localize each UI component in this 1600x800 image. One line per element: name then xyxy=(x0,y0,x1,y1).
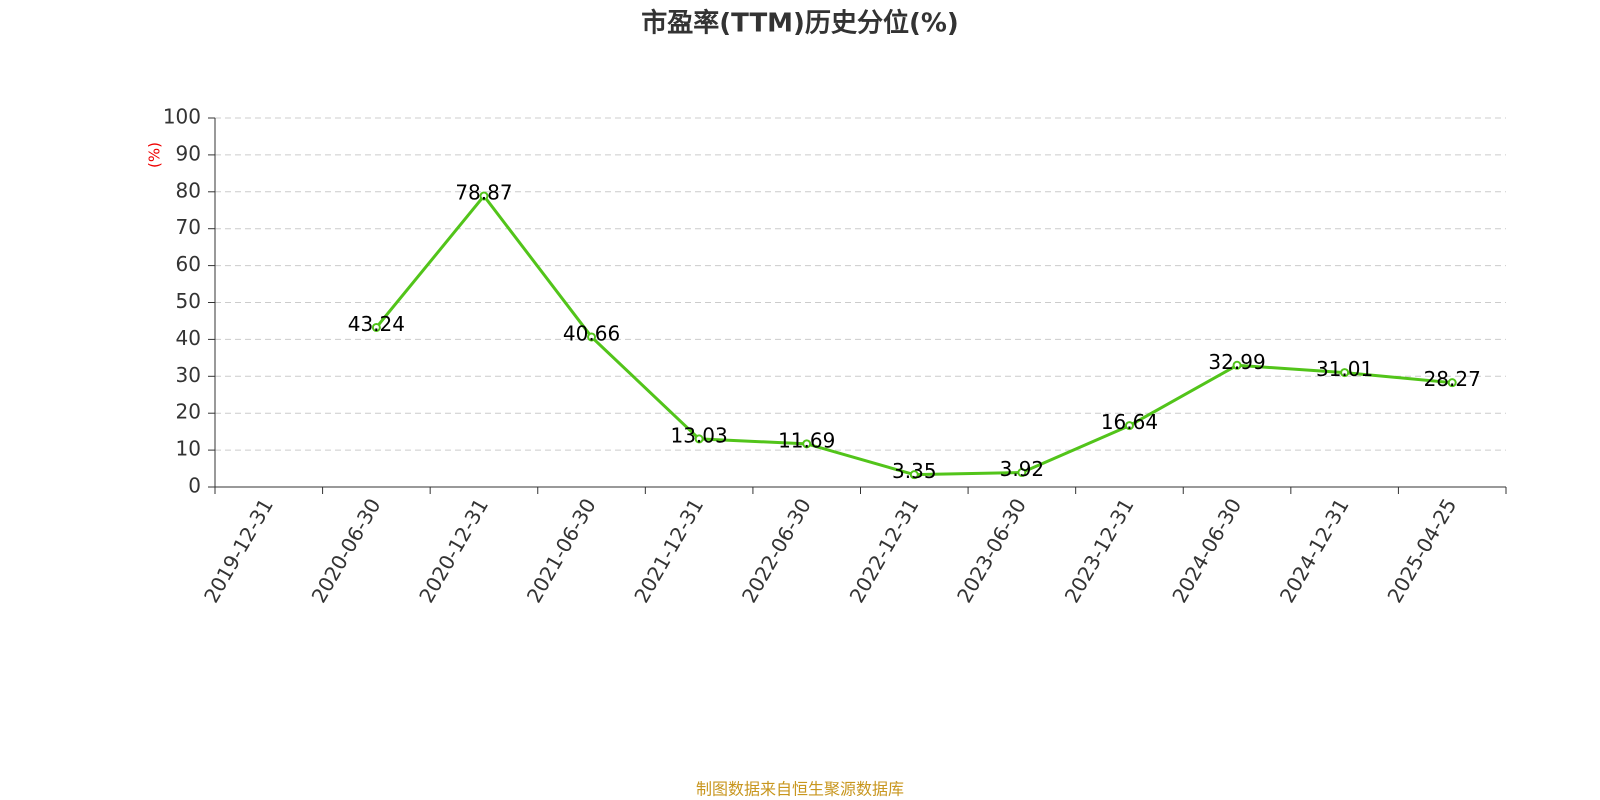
x-tick-label: 2025-04-25 xyxy=(1382,494,1461,607)
x-tick-label: 2021-12-31 xyxy=(629,494,708,607)
point xyxy=(371,322,381,332)
y-tick-label: 80 xyxy=(176,178,201,202)
y-tick-label: 0 xyxy=(188,474,201,498)
value-label: 13.03 xyxy=(670,423,727,447)
y-tick-label: 60 xyxy=(176,252,201,276)
value-label: 28.27 xyxy=(1424,367,1481,391)
point xyxy=(1447,378,1457,388)
x-tick-label: 2020-12-31 xyxy=(414,494,493,607)
series-line xyxy=(375,193,1453,477)
point xyxy=(909,470,919,480)
value-label: 11.69 xyxy=(778,428,835,452)
y-tick-label: 90 xyxy=(176,141,201,165)
y-tick-label: 10 xyxy=(176,437,201,461)
x-tick-label: 2020-06-30 xyxy=(307,494,386,607)
value-label: 3.92 xyxy=(1000,457,1045,481)
value-label: 78.87 xyxy=(455,180,512,204)
y-tick-label: 30 xyxy=(176,363,201,387)
y-tick-label: 20 xyxy=(176,400,201,424)
y-tick-label: 40 xyxy=(176,326,201,350)
point xyxy=(802,439,812,449)
y-tick-label: 50 xyxy=(176,289,201,313)
point xyxy=(479,191,489,201)
point xyxy=(694,434,704,444)
value-label: 32.99 xyxy=(1208,350,1265,374)
point xyxy=(1340,368,1350,378)
x-tick-label: 2023-06-30 xyxy=(952,494,1031,607)
x-tick-label: 2024-06-30 xyxy=(1167,494,1246,607)
x-tick-label: 2019-12-31 xyxy=(199,494,278,607)
source-note: 制图数据来自恒生聚源数据库 xyxy=(696,780,904,799)
y-axis-label: (%) xyxy=(146,142,164,168)
value-label: 31.01 xyxy=(1316,357,1373,381)
value-label: 16.64 xyxy=(1101,410,1158,434)
x-tick-label: 2023-12-31 xyxy=(1060,494,1139,607)
point xyxy=(1232,360,1242,370)
x-tick-label: 2024-12-31 xyxy=(1275,494,1354,607)
x-tick-label: 2022-12-31 xyxy=(844,494,923,607)
value-label: 40.66 xyxy=(563,321,620,345)
x-tick-label: 2022-06-30 xyxy=(737,494,816,607)
y-tick-label: 100 xyxy=(163,105,201,129)
chart-title: 市盈率(TTM)历史分位(%) xyxy=(641,8,959,39)
value-label: 3.35 xyxy=(892,459,937,483)
x-tick-label: 2021-06-30 xyxy=(522,494,601,607)
value-label: 43.24 xyxy=(348,312,405,336)
point xyxy=(1124,421,1134,431)
point xyxy=(1017,468,1027,478)
point xyxy=(587,332,597,342)
y-tick-label: 70 xyxy=(176,215,201,239)
